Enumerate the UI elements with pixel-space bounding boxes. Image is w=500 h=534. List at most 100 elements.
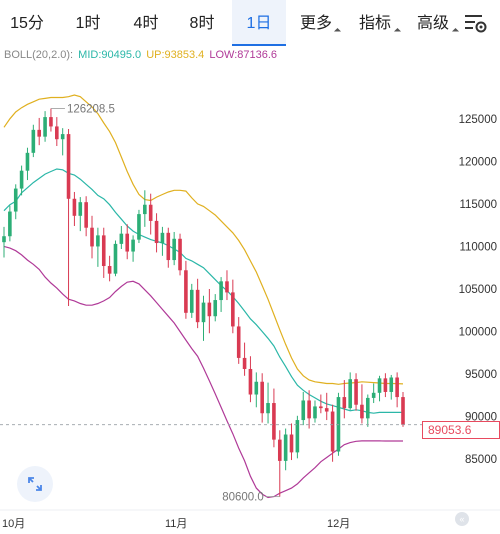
boll-mid-line bbox=[3, 168, 403, 414]
candle-body bbox=[377, 378, 382, 393]
candle-body bbox=[342, 397, 347, 409]
candle-body bbox=[231, 292, 235, 327]
tab-label: 8时 bbox=[189, 15, 215, 32]
candle-body bbox=[119, 233, 124, 244]
tab-label: 1时 bbox=[75, 15, 101, 32]
expand-icon bbox=[28, 477, 42, 491]
fullscreen-button[interactable] bbox=[17, 466, 53, 502]
min-price-label: 80600.0 bbox=[222, 492, 264, 504]
boll-lower-line bbox=[3, 245, 403, 499]
candle-body bbox=[360, 404, 364, 419]
candle-body bbox=[8, 211, 12, 237]
candle-body bbox=[154, 220, 159, 244]
y-tick-label: 120000 bbox=[459, 156, 497, 168]
candle-body bbox=[330, 411, 335, 452]
candle-body bbox=[78, 202, 83, 216]
candle-body bbox=[401, 397, 405, 425]
y-tick-label: 100000 bbox=[459, 327, 497, 339]
candle-body bbox=[242, 357, 247, 369]
candle-body bbox=[266, 403, 270, 414]
boll-low-value: LOW:87136.6 bbox=[209, 49, 278, 61]
candle-body bbox=[96, 235, 100, 247]
max-price-label: 126208.5 bbox=[67, 104, 115, 116]
last-price-value: 89053.6 bbox=[428, 423, 472, 437]
candle-body bbox=[178, 238, 182, 271]
x-axis-label-dec: 12月 bbox=[327, 518, 351, 530]
candle-body bbox=[166, 232, 171, 261]
candle-body bbox=[13, 188, 18, 212]
y-tick-label: 90000 bbox=[465, 412, 497, 424]
candlestick-chart[interactable]: 125000 120000 115000 110000 105000 100000 9500… bbox=[0, 64, 500, 534]
candle-body bbox=[201, 302, 206, 323]
candle-body bbox=[277, 439, 282, 461]
candle-body bbox=[113, 243, 118, 274]
tab-1d[interactable]: 1日 bbox=[232, 0, 286, 46]
candle-body bbox=[189, 289, 194, 313]
candle-body bbox=[19, 170, 24, 189]
candle-body bbox=[324, 408, 329, 412]
candle-body bbox=[371, 392, 376, 398]
candle-body bbox=[348, 379, 352, 409]
y-tick-label: 95000 bbox=[465, 369, 497, 381]
candle-body bbox=[160, 232, 165, 244]
tab-label: 4时 bbox=[133, 15, 159, 32]
candle-body bbox=[248, 368, 253, 395]
tab-1h[interactable]: 1时 bbox=[60, 0, 116, 46]
candle-body bbox=[354, 379, 358, 405]
candle-body bbox=[272, 403, 276, 440]
dropdown-caret-icon bbox=[393, 27, 402, 36]
tab-label: 更多 bbox=[299, 15, 332, 32]
candle-body bbox=[207, 302, 212, 317]
boll-up-value: UP:93853.4 bbox=[146, 49, 205, 61]
tab-indicators[interactable]: 指标 bbox=[348, 0, 402, 46]
candle-body bbox=[236, 326, 241, 358]
tab-label: 指标 bbox=[358, 15, 391, 32]
candle-body bbox=[49, 117, 53, 127]
boll-upper-line bbox=[3, 94, 404, 385]
candle-body bbox=[184, 270, 188, 313]
boll-mid-value: MID:90495.0 bbox=[78, 49, 142, 61]
candle-body bbox=[143, 204, 147, 215]
last-price-tag: 89053.6 bbox=[422, 421, 500, 439]
candle-body bbox=[84, 202, 88, 228]
candle-body bbox=[101, 235, 106, 267]
candle-body bbox=[383, 378, 388, 392]
candle-body bbox=[219, 281, 223, 301]
candle-body bbox=[295, 420, 300, 453]
candle-body bbox=[66, 134, 71, 199]
candle-body bbox=[365, 397, 370, 419]
y-tick-label: 125000 bbox=[459, 114, 497, 126]
y-tick-label: 110000 bbox=[459, 241, 497, 253]
tab-4h[interactable]: 4时 bbox=[118, 0, 174, 46]
candle-body bbox=[90, 227, 94, 247]
x-axis-label-oct: 10月 bbox=[2, 518, 26, 530]
candle-body bbox=[60, 134, 65, 140]
candle-body bbox=[289, 434, 294, 453]
collapse-chevron-icon[interactable]: « bbox=[455, 512, 469, 526]
tab-15min[interactable]: 15分 bbox=[0, 0, 54, 46]
candle-body bbox=[254, 381, 259, 395]
tab-label: 1日 bbox=[246, 15, 272, 32]
candle-body bbox=[37, 129, 42, 137]
candle-body bbox=[148, 204, 153, 221]
y-tick-label: 105000 bbox=[459, 284, 497, 296]
tab-advanced[interactable]: 高级 bbox=[406, 0, 460, 46]
candle-body bbox=[2, 236, 6, 243]
candle-body bbox=[72, 198, 77, 216]
candle-body bbox=[31, 129, 36, 153]
y-tick-label: 115000 bbox=[459, 199, 497, 211]
chart-settings-icon[interactable] bbox=[464, 13, 488, 35]
candle-body bbox=[389, 377, 394, 392]
candle-body bbox=[172, 238, 176, 261]
candle-body bbox=[395, 377, 399, 398]
dropdown-caret-icon bbox=[451, 27, 460, 36]
tab-8h[interactable]: 8时 bbox=[174, 0, 230, 46]
timeframe-tab-bar: 15分 1时 4时 8时 1日 更多 指标 高级 bbox=[0, 0, 500, 46]
boll-name: BOLL(20,2.0): bbox=[4, 49, 74, 61]
tab-label: 高级 bbox=[416, 15, 449, 32]
candle-body bbox=[319, 406, 323, 409]
tab-more[interactable]: 更多 bbox=[290, 0, 342, 46]
candle-body bbox=[260, 381, 264, 414]
candle-body bbox=[137, 214, 141, 240]
candle-body bbox=[125, 233, 130, 252]
